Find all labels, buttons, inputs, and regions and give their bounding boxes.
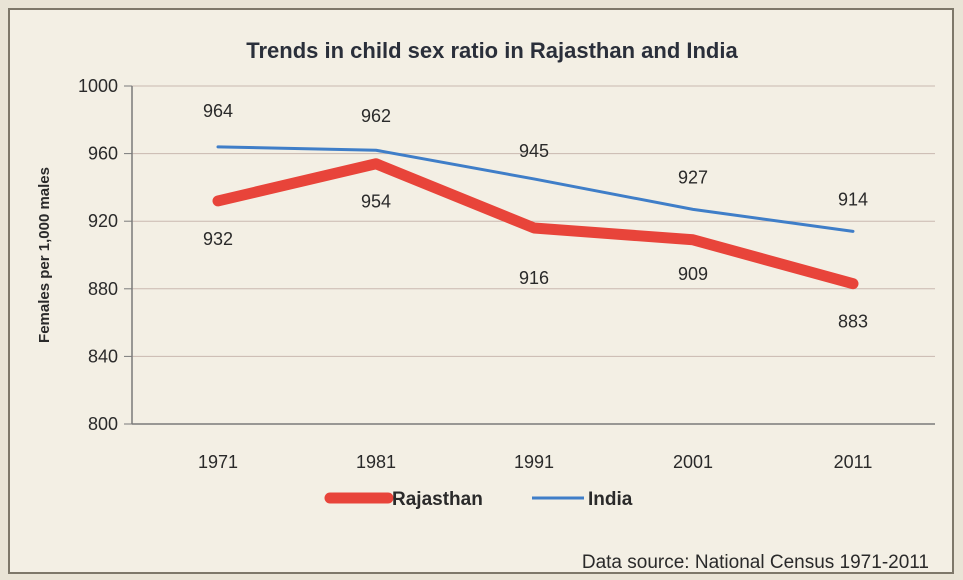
data-label-india: 945	[519, 141, 549, 161]
data-labels: 932 954 916 909 883 964 962 945 927 914	[203, 101, 868, 332]
series-line-rajasthan	[212, 158, 859, 290]
y-tick-label: 800	[88, 414, 118, 434]
legend-label-rajasthan: Rajasthan	[392, 489, 483, 510]
data-label-india: 927	[678, 167, 708, 187]
x-tick-label: 1971	[198, 452, 238, 472]
data-label-rajasthan: 909	[678, 264, 708, 284]
chart-frame	[8, 8, 954, 574]
series-lines	[212, 145, 859, 290]
data-label-india: 962	[361, 106, 391, 126]
x-tick-label: 2011	[834, 452, 873, 472]
legend-label-india: India	[588, 489, 633, 510]
y-tick-label: 880	[88, 279, 118, 299]
grid-lines	[124, 85, 935, 425]
x-tick-label: 1981	[356, 452, 396, 472]
chart-title: Trends in child sex ratio in Rajasthan a…	[246, 38, 738, 63]
data-label-rajasthan: 954	[361, 192, 391, 212]
y-axis-label: Females per 1,000 males	[36, 167, 53, 343]
y-tick-label: 1000	[78, 76, 118, 96]
data-source-note: Data source: National Census 1971-2011	[582, 552, 929, 573]
data-label-india: 964	[203, 101, 233, 121]
y-tick-label: 920	[88, 211, 118, 231]
data-label-rajasthan: 932	[203, 229, 233, 249]
data-label-rajasthan: 883	[838, 312, 868, 332]
data-label-rajasthan: 916	[519, 268, 549, 288]
y-tick-label: 960	[88, 144, 118, 164]
x-axis-ticks: 1971 1981 1991 2001 2011	[198, 452, 872, 472]
data-label-india: 914	[838, 189, 868, 209]
series-line-india	[216, 145, 855, 233]
legend: Rajasthan India	[324, 489, 633, 510]
y-axis-ticks: 800 840 880 920 960 1000	[78, 76, 118, 434]
y-tick-label: 840	[88, 346, 118, 366]
x-tick-label: 1991	[514, 452, 554, 472]
x-tick-label: 2001	[673, 452, 713, 472]
